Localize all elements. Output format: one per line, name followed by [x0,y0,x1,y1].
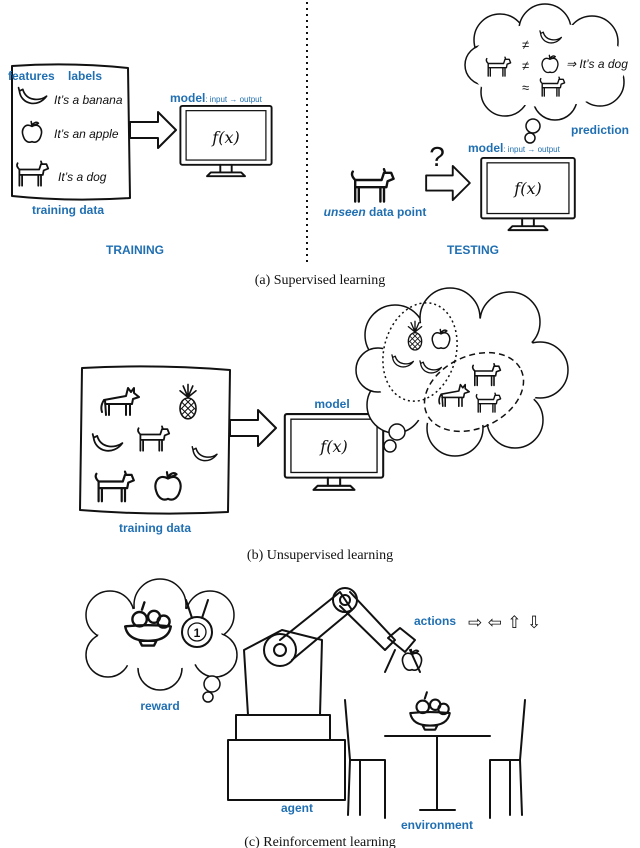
cluster [423,351,525,433]
example-label: It’s a banana [54,93,123,107]
comparison: ≈ [522,80,529,95]
caption: (c) Reinforcement learning [244,835,396,848]
agent-label: agent [281,801,313,815]
unseen-word: unseen [324,205,366,219]
section-label: TRAINING [106,243,164,257]
apple-icon [154,471,182,501]
model-io: : input → output [503,145,560,154]
comparison: ≠ [522,58,529,73]
data-label: training data [119,521,191,535]
caption: (a) Supervised learning [255,273,386,288]
model-label: model: input → output [468,141,561,155]
medal-inner [187,622,207,642]
training-box [11,63,131,201]
reward-label: reward [140,699,179,713]
model-word: model [468,141,503,155]
features-label: features [8,69,55,83]
table-and-chairs [344,699,526,819]
actions-label: actions [414,614,456,628]
banana-icon [191,445,218,462]
comparison: ≠ [522,37,529,52]
caption: (b) Unsupervised learning [247,548,393,563]
model-label: model [314,397,349,411]
conclusion: ⇒ It’s a dog [566,57,628,71]
wolf-icon [100,386,140,417]
labels-label: labels [68,69,102,83]
training-box [79,365,231,515]
environment-label: environment [401,818,473,832]
medal-ribbon [185,599,209,619]
prediction-label: prediction [571,123,629,137]
example-label: It’s a dog [58,170,107,184]
model-label: model: input → output [170,91,263,105]
banana-icon [91,433,124,452]
thought-cloud [355,287,569,457]
arrow [128,110,178,150]
apple-icon [21,120,43,143]
dog-icon [94,470,135,503]
question-mark: ? [429,141,445,172]
function: f(x) [319,437,347,456]
section-label: TESTING [447,243,499,257]
function: f(x) [513,179,541,198]
dog-icon [16,160,50,187]
banana-icon [17,86,48,105]
thought-cloud [464,3,626,144]
robot-arm [227,587,421,801]
example-label: It’s an apple [54,127,119,141]
data-point: data point [366,205,427,219]
unseen-label: unseen data point [324,205,427,219]
thought-cloud [85,578,238,703]
pineapple-icon [179,383,197,420]
fruit-bowl [409,691,451,731]
model-io: : input → output [205,95,262,104]
medal-number: 1 [194,626,201,640]
dog-icon [137,425,171,452]
medal [181,616,213,648]
action-arrows: ⇨ ⇦ ⇧ ⇩ [468,613,541,633]
arrow [228,408,278,448]
function: f(x) [211,128,239,147]
model-word: model [170,91,205,105]
dog-icon [350,168,395,203]
data-label: training data [32,203,104,217]
